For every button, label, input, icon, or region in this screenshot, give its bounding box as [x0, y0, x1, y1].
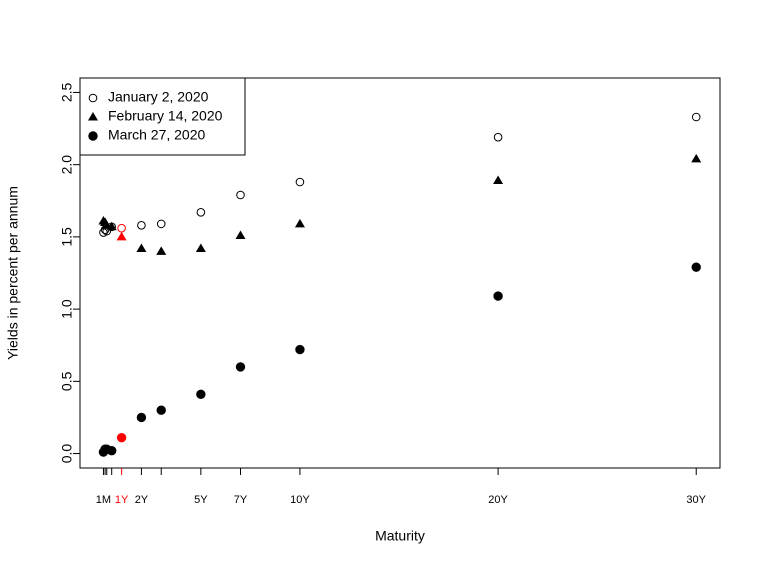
legend-marker [88, 93, 98, 103]
y-tick-label: 0.5 [59, 371, 75, 391]
x-axis-label: Maturity [375, 528, 425, 544]
y-tick-label: 2.5 [59, 83, 75, 103]
y-tick-label: 0.0 [59, 444, 75, 464]
legend-label: January 2, 2020 [108, 89, 209, 105]
point [295, 344, 305, 355]
point [136, 243, 147, 252]
x-tick-label: 10Y [290, 494, 310, 506]
point [691, 262, 701, 272]
point [137, 221, 146, 230]
point [136, 412, 147, 423]
plot-box [79, 77, 721, 469]
point [116, 432, 127, 443]
point [106, 221, 117, 231]
y-tick-label: 1.5 [59, 227, 75, 247]
legend-box [79, 77, 246, 156]
y-tick-label: 1.0 [59, 299, 75, 319]
point [493, 291, 503, 301]
x-tick-label: 20Y [488, 494, 508, 506]
y-axis-label: Yields in percent per annum [5, 186, 21, 360]
x-tick-label: 7Y [234, 494, 248, 506]
point [117, 223, 126, 233]
x-tick-label: 1M [96, 494, 111, 506]
legend-label: March 27, 2020 [108, 127, 205, 143]
point [691, 153, 702, 163]
x-tick-label: 1Y [115, 494, 129, 506]
point [493, 132, 503, 142]
x-tick-label: 30Y [686, 494, 706, 506]
point [493, 175, 504, 185]
point [691, 112, 701, 122]
point [295, 177, 305, 187]
legend-marker [88, 131, 98, 141]
point [235, 362, 246, 372]
legend-label: February 14, 2020 [108, 108, 223, 124]
legend-marker [88, 112, 98, 121]
x-tick-label: 5Y [194, 494, 208, 506]
y-tick-label: 2.0 [59, 155, 75, 175]
point [196, 208, 206, 217]
point [235, 230, 246, 239]
point [116, 231, 127, 241]
point [107, 445, 117, 456]
point [156, 405, 166, 415]
point [236, 190, 245, 200]
point [156, 219, 166, 229]
point [195, 243, 206, 252]
point [196, 389, 206, 400]
point [156, 246, 167, 255]
x-tick-label: 2Y [135, 494, 149, 506]
point [294, 218, 305, 228]
